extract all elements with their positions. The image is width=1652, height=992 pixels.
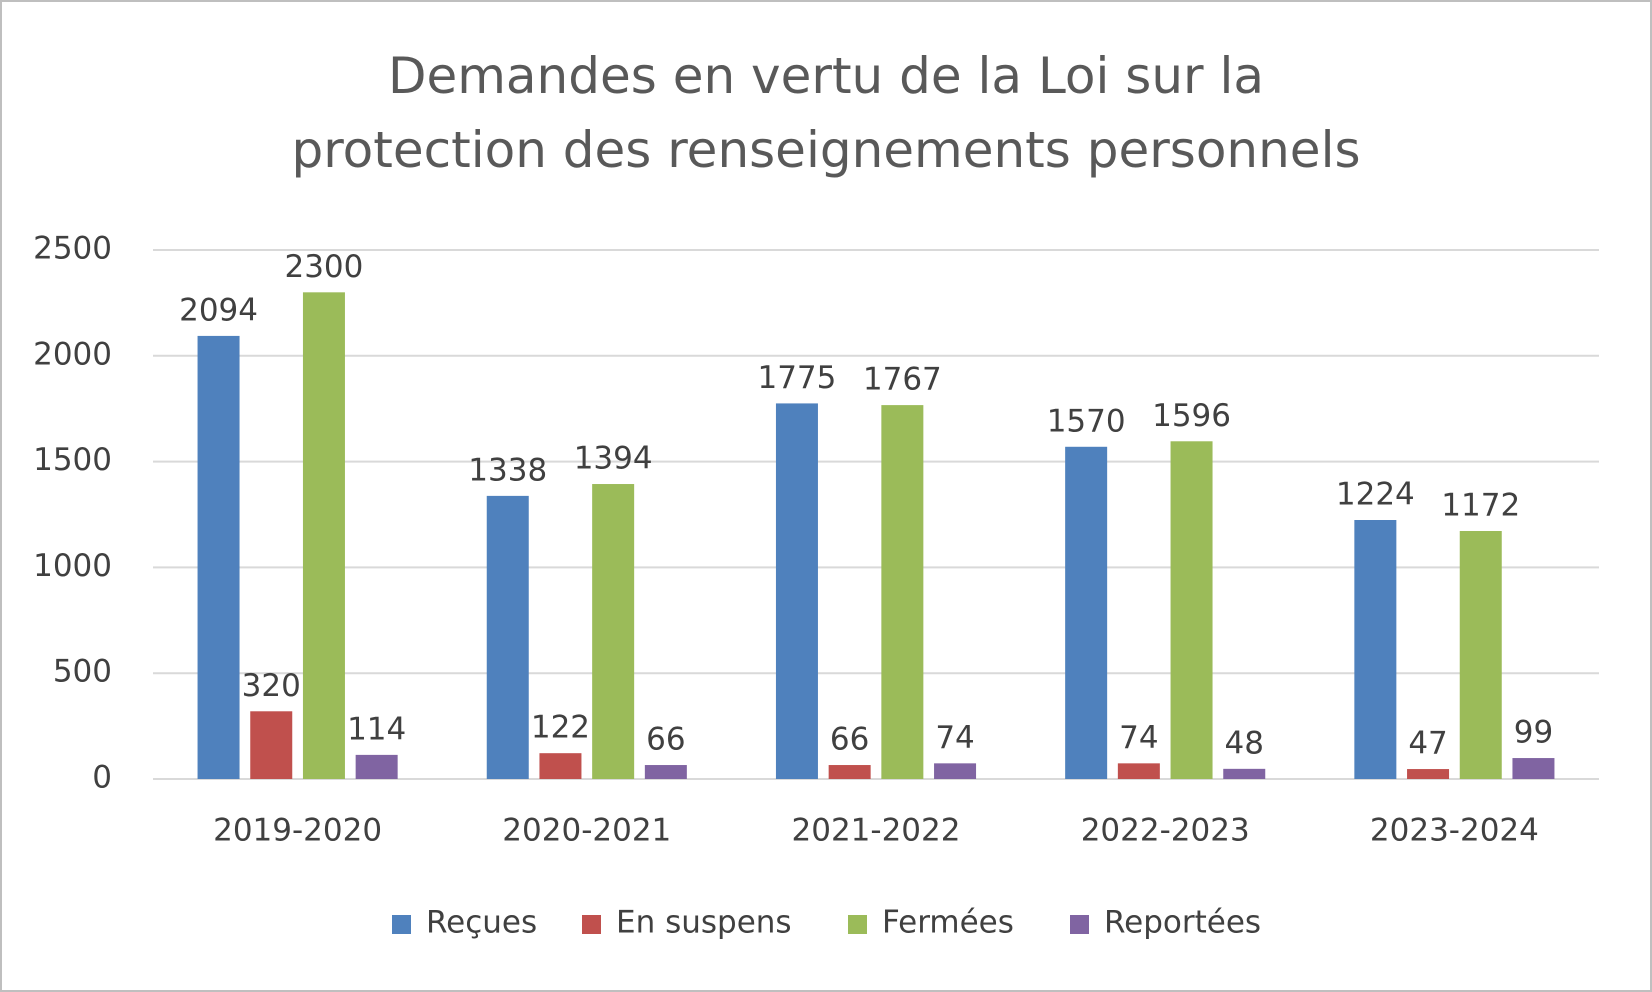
y-tick-label: 500	[53, 654, 112, 690]
legend-label: En suspens	[616, 905, 792, 941]
y-tick-label: 2000	[33, 336, 112, 372]
legend-swatch	[1070, 915, 1089, 934]
data-label: 1596	[1152, 398, 1231, 434]
data-label: 66	[830, 722, 869, 758]
data-label: 48	[1225, 725, 1264, 761]
bar	[1223, 768, 1266, 779]
legend-label: Fermées	[882, 905, 1014, 941]
data-label: 114	[347, 711, 406, 747]
legend-label: Reportées	[1104, 905, 1261, 941]
x-tick-label: 2020-2021	[502, 813, 671, 849]
bar	[775, 403, 818, 779]
bar	[644, 765, 687, 779]
data-label: 320	[242, 668, 301, 704]
bar	[934, 763, 977, 779]
data-label: 122	[531, 710, 590, 746]
y-tick-label: 1000	[33, 548, 112, 584]
data-label: 99	[1514, 715, 1553, 751]
legend-swatch	[848, 915, 867, 934]
x-tick-label: 2021-2022	[792, 813, 961, 849]
bar	[355, 754, 398, 779]
data-label: 74	[935, 720, 974, 756]
x-tick-label: 2019-2020	[213, 813, 382, 849]
bar	[1117, 763, 1160, 779]
bar	[881, 405, 924, 779]
y-tick-label: 2500	[33, 231, 112, 267]
bar	[250, 711, 293, 779]
bar	[1512, 758, 1555, 779]
chart-title: Demandes en vertu de la Loi sur la protec…	[291, 47, 1360, 179]
bar	[1459, 531, 1502, 779]
data-label: 47	[1408, 726, 1447, 762]
data-label: 2300	[284, 249, 363, 285]
data-label: 2094	[179, 292, 258, 328]
data-label: 1775	[757, 360, 836, 396]
bar	[486, 495, 529, 779]
bar	[1065, 446, 1108, 779]
data-label: 1570	[1047, 403, 1126, 439]
bar	[197, 335, 240, 779]
bar	[302, 292, 345, 779]
legend-swatch	[582, 915, 601, 934]
data-label: 1172	[1441, 488, 1520, 524]
x-tick-label: 2023-2024	[1370, 813, 1539, 849]
legend-label: Reçues	[426, 905, 537, 941]
data-label: 1224	[1336, 477, 1415, 513]
legend-swatch	[392, 915, 411, 934]
data-label: 1767	[863, 362, 942, 398]
y-tick-label: 1500	[33, 442, 112, 478]
bar	[828, 765, 871, 779]
title-line: Demandes en vertu de la Loi sur la	[388, 47, 1264, 105]
data-label: 1338	[468, 452, 547, 488]
bar	[539, 753, 582, 779]
y-tick-label: 0	[92, 760, 112, 796]
data-label: 66	[646, 722, 685, 758]
data-label: 74	[1119, 720, 1158, 756]
bar	[1407, 769, 1450, 779]
bar	[1170, 441, 1213, 779]
x-tick-label: 2022-2023	[1081, 813, 1250, 849]
bar	[592, 484, 635, 779]
data-label: 1394	[574, 441, 653, 477]
bar	[1354, 520, 1397, 779]
title-line: protection des renseignements personnels	[291, 121, 1360, 179]
